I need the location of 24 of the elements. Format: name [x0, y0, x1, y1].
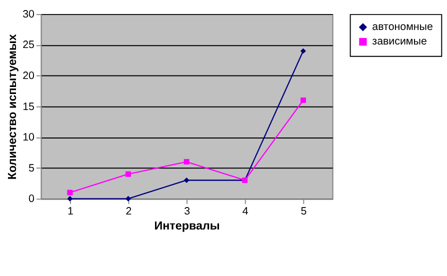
point	[67, 190, 73, 196]
x-axis-title: Интервалы	[154, 219, 220, 232]
y-tick-label: 15	[22, 100, 35, 113]
point	[67, 196, 73, 202]
legend-label: автономные	[372, 21, 433, 34]
y-tick-label: 30	[22, 8, 35, 20]
legend-label: зависимые	[372, 36, 427, 48]
y-tick-label: 5	[28, 162, 35, 174]
y-tick-label: 25	[22, 39, 35, 52]
point	[300, 48, 306, 54]
x-tick-label: 5	[300, 206, 307, 218]
y-axis-title: Количество испытуемых	[6, 34, 19, 180]
y-tick-label: 0	[28, 193, 35, 206]
x-tick-label: 2	[126, 206, 132, 218]
y-tick-label: 10	[22, 132, 35, 144]
x-tick-label: 1	[67, 206, 74, 218]
point	[184, 159, 190, 164]
point	[126, 196, 131, 202]
x-tick-label: 4	[242, 206, 248, 218]
point	[300, 98, 306, 103]
y-tick-label: 20	[22, 70, 35, 82]
x-tick-label: 3	[184, 206, 190, 218]
point	[184, 178, 190, 183]
point	[126, 171, 131, 177]
